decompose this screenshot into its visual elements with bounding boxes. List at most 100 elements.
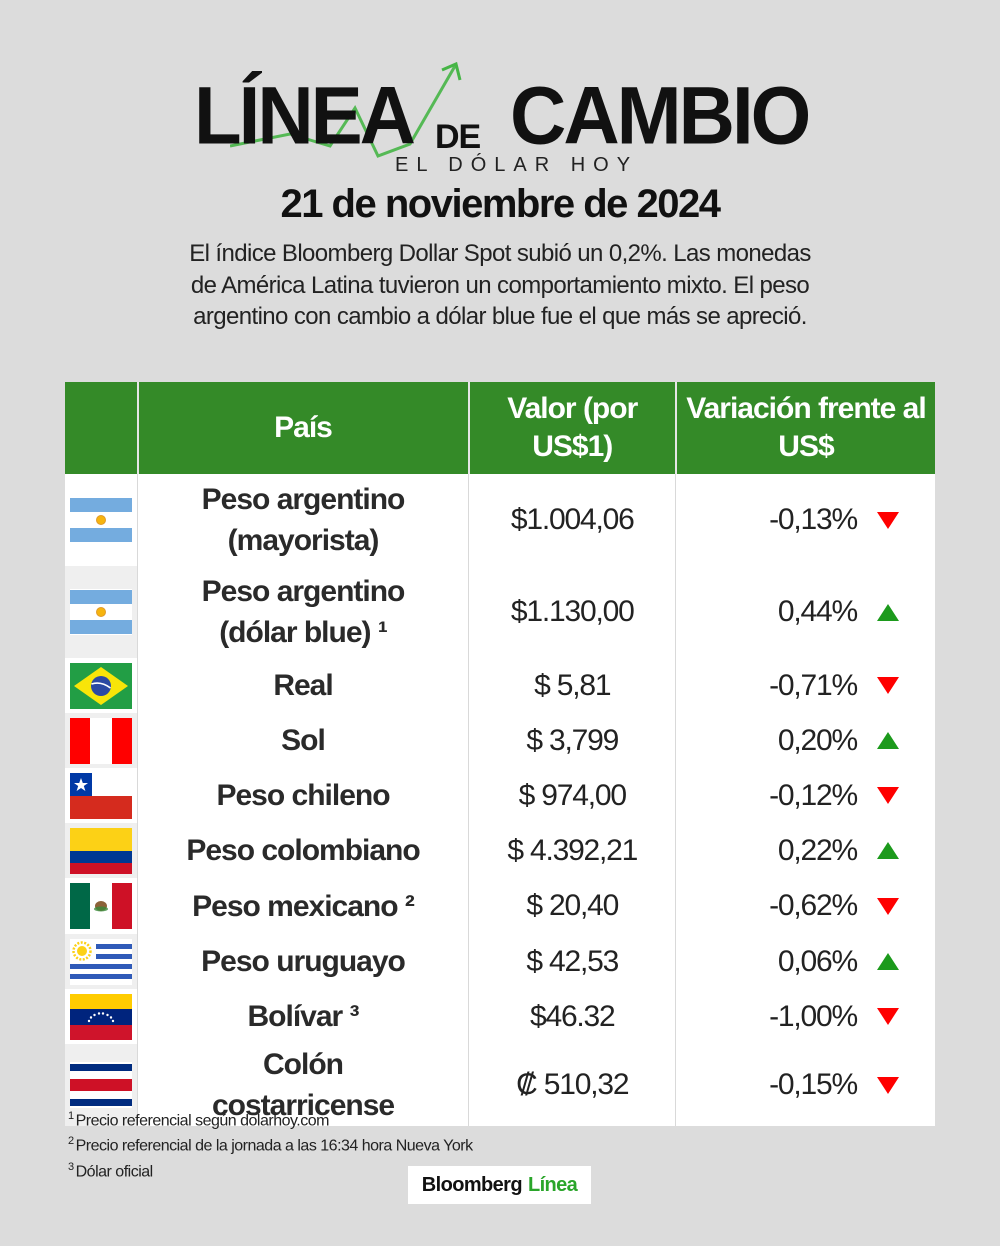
flag-cell xyxy=(65,566,138,658)
change-percent: 0,22% xyxy=(777,833,858,867)
table-row: Peso argentino (mayorista) $1.004,06 -0,13… xyxy=(65,474,935,566)
country-name: Peso chileno xyxy=(136,768,469,823)
flag-cell xyxy=(65,1044,138,1126)
flag-cell xyxy=(65,474,138,566)
table-header-row: País Valor (por US$1) Variación frente a… xyxy=(65,382,935,474)
country-name: Peso uruguayo xyxy=(136,934,469,989)
country-name: Sol xyxy=(136,713,469,768)
exchange-value: $ 5,81 xyxy=(468,658,676,713)
triangle-down-icon xyxy=(877,897,899,915)
exchange-value: $ 3,799 xyxy=(468,713,676,768)
footnote-text: Dólar oficial xyxy=(75,1162,154,1180)
flag-costa-rica-icon xyxy=(70,1062,132,1108)
flag-peru-icon xyxy=(70,717,132,764)
flag-brazil-icon xyxy=(70,662,132,709)
footnote-text: Precio referencial según dolarhoy.com xyxy=(75,1112,330,1130)
flag-uruguay-icon xyxy=(70,938,132,985)
change-cell: -0,13% xyxy=(675,474,935,566)
table-row: Real $ 5,81 -0,71% xyxy=(65,658,935,713)
change-cell: -0,12% xyxy=(675,768,935,823)
exchange-rate-table: País Valor (por US$1) Variación frente a… xyxy=(65,382,935,1126)
country-name: Colón costarricense xyxy=(136,1044,469,1126)
flag-cell xyxy=(65,768,138,823)
brand-linea: Línea xyxy=(527,1173,578,1196)
flag-cell xyxy=(65,934,138,989)
country-name: Peso argentino (dólar blue) ¹ xyxy=(136,566,469,658)
logo-word-linea: LÍNEA xyxy=(194,68,416,162)
flag-cell xyxy=(65,823,138,878)
exchange-value: $ 42,53 xyxy=(468,934,676,989)
summary-text: El índice Bloomberg Dollar Spot subió un… xyxy=(189,240,811,330)
country-name: Peso colombiano xyxy=(136,823,469,878)
change-cell: -0,71% xyxy=(675,658,935,713)
logo-word-de: DE xyxy=(435,118,481,156)
exchange-value: ₡ 510,32 xyxy=(468,1044,676,1126)
change-percent: -0,62% xyxy=(769,889,858,922)
table-row: Peso chileno $ 974,00 -0,12% xyxy=(65,768,935,823)
change-percent: -0,71% xyxy=(769,668,858,702)
header-variacion: Variación frente al US$ xyxy=(674,382,935,474)
footnotes: 1 Precio referencial según dolarhoy.com 2… xyxy=(68,1106,473,1182)
flag-cell xyxy=(65,658,138,713)
flag-argentina-icon xyxy=(70,589,132,635)
change-cell: -0,15% xyxy=(675,1044,935,1126)
exchange-value: $1.004,06 xyxy=(468,474,676,566)
table-row: Sol $ 3,799 0,20% xyxy=(65,713,935,768)
change-percent: -0,12% xyxy=(769,778,858,812)
change-percent: 0,44% xyxy=(777,595,858,628)
header-valor: Valor (por US$1) xyxy=(467,382,676,474)
trend-arrow-icon xyxy=(230,61,462,158)
flag-cell xyxy=(65,878,138,934)
exchange-value: $ 974,00 xyxy=(468,768,676,823)
change-cell: -0,62% xyxy=(675,878,935,934)
triangle-up-icon xyxy=(877,842,899,859)
table-row: Peso uruguayo $ 42,53 0,06% xyxy=(65,934,935,989)
footnote-mark: 2 xyxy=(68,1135,74,1148)
flag-mexico-icon xyxy=(70,883,132,929)
change-percent: -1,00% xyxy=(769,999,858,1033)
change-percent: 0,06% xyxy=(777,944,858,978)
header-flag xyxy=(65,382,138,474)
logo-word-cambio: CAMBIO xyxy=(510,68,811,162)
footnote-mark: 3 xyxy=(68,1160,74,1173)
table-row: Colón costarricense ₡ 510,32 -0,15% xyxy=(65,1044,935,1126)
change-percent: -0,15% xyxy=(769,1068,858,1101)
table-row: Peso argentino (dólar blue) ¹ $1.130,00 0,… xyxy=(65,566,935,658)
flag-venezuela-icon xyxy=(70,993,132,1040)
exchange-value: $46.32 xyxy=(468,989,676,1044)
country-name: Bolívar ³ xyxy=(136,989,469,1044)
flag-colombia-icon xyxy=(70,827,132,874)
triangle-up-icon xyxy=(877,732,899,749)
change-cell: 0,22% xyxy=(675,823,935,878)
triangle-down-icon xyxy=(877,1008,899,1025)
page-date: 21 de noviembre de 2024 xyxy=(280,182,721,226)
table-row: Peso mexicano ² $ 20,40 -0,62% xyxy=(65,878,935,934)
logo-subtitle: EL DÓLAR HOY xyxy=(395,154,639,176)
country-name: Real xyxy=(136,658,469,713)
footnote-3: 3 Dólar oficial xyxy=(68,1157,473,1182)
triangle-down-icon xyxy=(877,511,899,529)
footnote-2: 2 Precio referencial de la jornada a las … xyxy=(68,1131,473,1156)
flag-argentina-icon xyxy=(70,497,132,543)
brand-bloomberg: Bloomberg xyxy=(421,1173,523,1196)
flag-cell xyxy=(65,989,138,1044)
country-name: Peso mexicano ² xyxy=(136,878,469,934)
footnote-1: 1 Precio referencial según dolarhoy.com xyxy=(68,1106,473,1131)
exchange-value: $ 20,40 xyxy=(468,878,676,934)
change-cell: -1,00% xyxy=(675,989,935,1044)
footnote-text: Precio referencial de la jornada a las 1… xyxy=(75,1137,473,1155)
bloomberg-linea-logo: Bloomberg Línea xyxy=(408,1166,591,1204)
country-name: Peso argentino (mayorista) xyxy=(136,474,469,566)
footnote-mark: 1 xyxy=(68,1110,74,1122)
triangle-down-icon xyxy=(877,1076,899,1094)
triangle-up-icon xyxy=(877,953,899,970)
exchange-value: $1.130,00 xyxy=(468,566,676,658)
flag-chile-icon xyxy=(70,772,132,819)
triangle-down-icon xyxy=(877,677,899,694)
flag-cell xyxy=(65,713,138,768)
header-pais: País xyxy=(136,382,469,474)
triangle-up-icon xyxy=(877,603,899,621)
header-variacion-label: Variación frente al US$ xyxy=(686,392,926,463)
table-row: Peso colombiano $ 4.392,21 0,22% xyxy=(65,823,935,878)
exchange-value: $ 4.392,21 xyxy=(468,823,676,878)
